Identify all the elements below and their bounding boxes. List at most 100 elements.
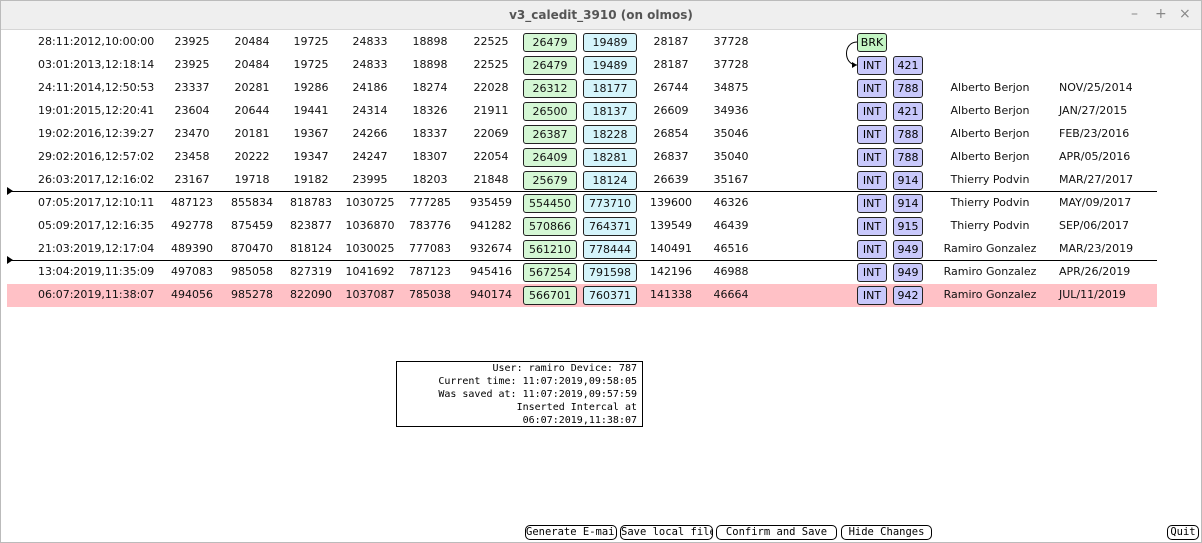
info-line: Was saved at: 11:07:2019,09:57:59 <box>438 389 637 400</box>
user-name: Alberto Berjon <box>950 81 1030 94</box>
value-cell: 945416 <box>470 265 512 278</box>
value-cell: 26387 <box>523 125 577 144</box>
value-cell: 139549 <box>650 219 692 232</box>
value-cell: 791598 <box>583 263 637 282</box>
value-cell: 941282 <box>470 219 512 232</box>
value-cell: 34875 <box>713 81 749 94</box>
tag[interactable]: INT <box>857 79 887 98</box>
change-date: FEB/23/2016 <box>1059 127 1130 140</box>
value-cell: 19347 <box>293 150 329 163</box>
value-cell: 141338 <box>650 288 692 301</box>
value-cell: 19441 <box>293 104 329 117</box>
minimize-button[interactable]: – <box>1131 6 1138 22</box>
value-cell: 23337 <box>174 81 210 94</box>
maximize-button[interactable]: + <box>1155 6 1167 22</box>
value-cell: 23167 <box>174 173 210 186</box>
value-cell: 24314 <box>352 104 388 117</box>
row-marker <box>7 187 13 195</box>
value-cell: 1036870 <box>345 219 395 232</box>
value-cell: 985278 <box>231 288 273 301</box>
value-cell: 818783 <box>290 196 332 209</box>
tag[interactable]: INT <box>857 171 887 190</box>
table-row: 28:11:2012,10:00:00 23925 20484 19725 24833 1… <box>7 31 1157 54</box>
info-line: User: ramiro Device: 787 <box>492 363 638 374</box>
value-cell: 20644 <box>234 104 270 117</box>
value-cell: 21911 <box>473 104 509 117</box>
user-name: Alberto Berjon <box>950 127 1030 140</box>
value-cell: 18281 <box>583 148 637 167</box>
value-cell: 22069 <box>473 127 509 140</box>
tag[interactable]: INT <box>857 194 887 213</box>
timestamp: 03:01:2013,12:18:14 <box>38 58 155 71</box>
value-cell: 28187 <box>653 35 689 48</box>
user-name: Ramiro Gonzalez <box>943 288 1037 301</box>
separator <box>7 260 1157 261</box>
tag[interactable]: INT <box>857 286 887 305</box>
close-button[interactable]: × <box>1179 6 1191 22</box>
markers <box>7 41 858 264</box>
tag[interactable]: INT <box>857 56 887 75</box>
value-cell: 19489 <box>583 56 637 75</box>
tag[interactable]: 788 <box>893 79 923 98</box>
user-name: Ramiro Gonzalez <box>943 242 1037 255</box>
tag[interactable]: 915 <box>893 217 923 236</box>
tag[interactable]: INT <box>857 125 887 144</box>
tag[interactable]: INT <box>857 148 887 167</box>
user-name: Thierry Podvin <box>950 196 1030 209</box>
info-line: Inserted Intercal at 06:07:2019,11:38:07 <box>516 402 637 426</box>
change-date: APR/26/2019 <box>1059 265 1131 278</box>
timestamp: 07:05:2017,12:10:11 <box>38 196 155 209</box>
value-cell: 20281 <box>234 81 270 94</box>
tag[interactable]: 788 <box>893 125 923 144</box>
value-cell: 18177 <box>583 79 637 98</box>
table-row: 26:03:2017,12:16:02 23167 19718 19182 23995 1… <box>7 169 1157 192</box>
button[interactable]: Hide Changes <box>841 525 932 540</box>
value-cell: 23604 <box>174 104 210 117</box>
tag[interactable]: INT <box>857 102 887 121</box>
tag[interactable]: INT <box>857 263 887 282</box>
table-row: 29:02:2016,12:57:02 23458 20222 19347 24247 1… <box>7 146 1157 169</box>
tag[interactable]: 421 <box>893 102 923 121</box>
tag[interactable]: 914 <box>893 194 923 213</box>
value-cell: 494056 <box>171 288 213 301</box>
button[interactable]: Quit <box>1167 525 1199 540</box>
value-cell: 566701 <box>523 286 577 305</box>
value-cell: 24266 <box>352 127 388 140</box>
timestamp: 05:09:2017,12:16:35 <box>38 219 155 232</box>
tag[interactable]: INT <box>857 217 887 236</box>
value-cell: 26479 <box>523 56 577 75</box>
value-cell: 46516 <box>713 242 749 255</box>
tag[interactable]: 942 <box>893 286 923 305</box>
value-cell: 19489 <box>583 33 637 52</box>
value-cell: 26609 <box>653 104 689 117</box>
value-cell: 875459 <box>231 219 273 232</box>
value-cell: 785038 <box>409 288 451 301</box>
tag[interactable]: 788 <box>893 148 923 167</box>
button[interactable]: Confirm and Save <box>716 525 837 540</box>
value-cell: 487123 <box>171 196 213 209</box>
user-name: Alberto Berjon <box>950 104 1030 117</box>
value-cell: 783776 <box>409 219 451 232</box>
value-cell: 26500 <box>523 102 577 121</box>
value-cell: 22028 <box>473 81 509 94</box>
tag[interactable]: 949 <box>893 263 923 282</box>
value-cell: 28187 <box>653 58 689 71</box>
change-date: MAR/23/2019 <box>1059 242 1134 255</box>
tag[interactable]: INT <box>857 240 887 259</box>
tag[interactable]: 421 <box>893 56 923 75</box>
value-cell: 20484 <box>234 58 270 71</box>
button[interactable]: Generate E-mail <box>525 525 617 540</box>
table-row: 19:01:2015,12:20:41 23604 20644 19441 24314 1… <box>7 100 1157 123</box>
tag[interactable]: 949 <box>893 240 923 259</box>
tag[interactable]: BRK <box>857 33 887 52</box>
value-cell: 18898 <box>412 35 448 48</box>
value-cell: 932674 <box>470 242 512 255</box>
value-cell: 570866 <box>523 217 577 236</box>
value-cell: 26854 <box>653 127 689 140</box>
user-name: Thierry Podvin <box>950 173 1030 186</box>
tag[interactable]: 914 <box>893 171 923 190</box>
timestamp: 19:01:2015,12:20:41 <box>38 104 155 117</box>
button[interactable]: Save local file <box>620 525 713 540</box>
value-cell: 140491 <box>650 242 692 255</box>
